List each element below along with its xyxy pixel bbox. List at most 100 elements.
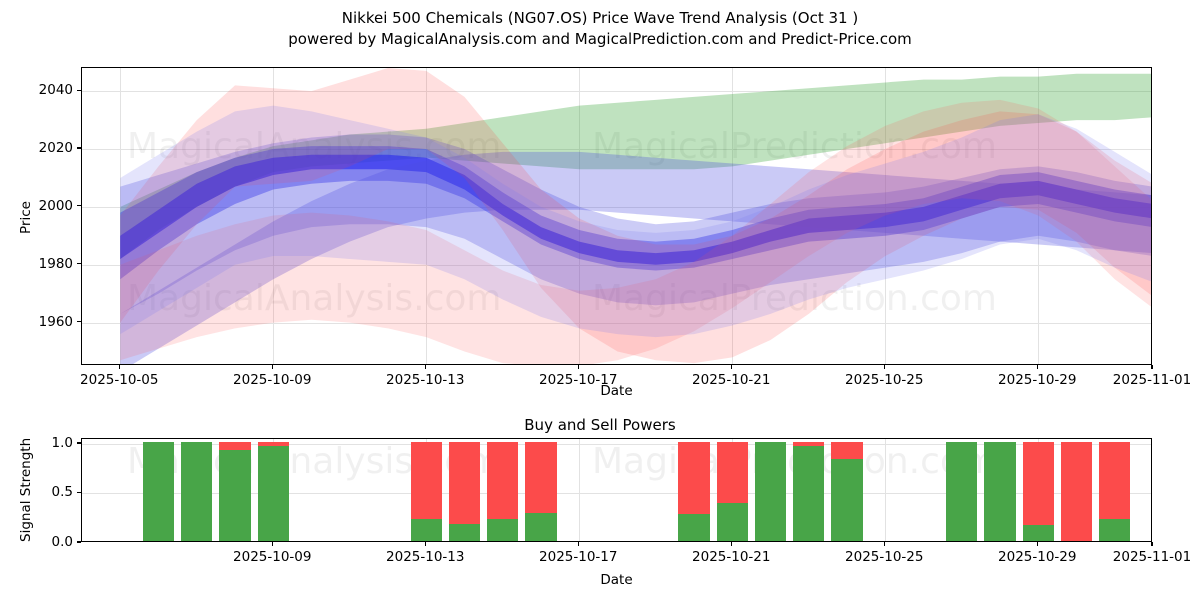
power-bar-buy-segment <box>716 503 748 541</box>
price-gridline-h <box>82 206 1151 208</box>
price-gridline-h <box>82 322 1151 324</box>
price-gridline-h <box>82 149 1151 150</box>
powers-y-tickmark <box>77 442 81 444</box>
powers-gridline-h <box>82 493 1151 495</box>
power-bar[interactable] <box>793 441 825 541</box>
powers-x-tick-label: 2025-10-13 <box>386 549 465 565</box>
chart-title-line-1: Nikkei 500 Chemicals (NG07.OS) Price Wav… <box>341 9 859 27</box>
price-x-tickmark <box>1036 365 1038 369</box>
powers-x-tick-label: 2025-10-21 <box>692 549 771 565</box>
price-y-tickmark <box>77 147 81 149</box>
power-bar[interactable] <box>946 441 978 541</box>
power-bar[interactable] <box>487 441 519 541</box>
power-bar-sell-segment <box>831 441 863 459</box>
power-bar-buy-segment <box>984 441 1016 541</box>
power-bar-sell-segment <box>410 441 442 520</box>
power-bar-buy-segment <box>257 445 289 541</box>
power-bar[interactable] <box>525 441 557 541</box>
price-y-tickmark <box>77 321 81 323</box>
powers-gridline-h <box>82 443 1151 445</box>
wave-band-pink-lower-right-wave <box>120 99 1151 364</box>
price-x-tickmark <box>271 365 273 369</box>
price-x-tickmark <box>424 365 426 369</box>
power-bar[interactable] <box>754 441 787 541</box>
price-y-tickmark <box>77 263 81 265</box>
power-bar-buy-segment <box>219 449 251 541</box>
price-x-tickmark <box>1151 365 1153 369</box>
price-y-axis-label: Price <box>18 201 34 234</box>
price-x-tick-label: 2025-10-25 <box>845 372 924 388</box>
powers-x-tickmark <box>271 542 273 546</box>
power-bar[interactable] <box>831 441 863 541</box>
powers-x-tick-label: 2025-10-09 <box>233 549 312 565</box>
powers-y-tick-label: 0.5 <box>51 484 73 501</box>
price-chart-plot-area: MagicalAnalysis.com MagicalPrediction.com… <box>81 67 1152 365</box>
power-bar-buy-segment <box>1022 525 1054 541</box>
power-bar[interactable] <box>716 441 748 541</box>
price-y-tickmark <box>77 89 81 91</box>
powers-gridline-v <box>885 439 887 541</box>
price-chart-canvas: MagicalAnalysis.com MagicalPrediction.com… <box>82 68 1151 364</box>
price-gridline-v <box>1038 68 1040 364</box>
power-bar-sell-segment <box>219 441 251 450</box>
powers-y-tick-label: 1.0 <box>51 434 73 451</box>
power-bar[interactable] <box>410 441 442 541</box>
powers-x-tickmark <box>577 542 579 546</box>
powers-x-tickmark <box>883 542 885 546</box>
powers-x-tick-label: 2025-10-25 <box>845 549 924 565</box>
power-bar-sell-segment <box>257 441 289 446</box>
price-wave-bands <box>120 68 1151 364</box>
power-bar-sell-segment <box>716 441 748 504</box>
power-bar-buy-segment <box>525 513 557 541</box>
power-bar[interactable] <box>1022 441 1054 541</box>
price-gridline-h <box>82 264 1151 266</box>
price-y-tick-label: 2000 <box>38 197 73 214</box>
power-bar-sell-segment <box>525 441 557 514</box>
price-x-axis-label: Date <box>600 383 633 399</box>
powers-x-tick-label: 2025-11-01 <box>1112 549 1192 565</box>
power-bar-sell-segment <box>678 441 710 515</box>
price-y-tick-label: 2020 <box>38 140 73 156</box>
power-bar-buy-segment <box>754 441 787 541</box>
power-bar-buy-segment <box>831 458 863 541</box>
power-bar-buy-segment <box>1099 519 1131 541</box>
powers-x-axis-label: Date <box>600 572 633 588</box>
wave-band-blue-diagonal-band-rising <box>120 151 1151 364</box>
powers-x-tickmark <box>424 542 426 546</box>
power-bar[interactable] <box>1099 441 1131 541</box>
power-bar[interactable] <box>257 441 289 541</box>
chart-title-line-2: powered by MagicalAnalysis.com and Magic… <box>288 30 912 48</box>
power-bar[interactable] <box>678 441 710 541</box>
power-bar[interactable] <box>181 441 213 541</box>
powers-y-tickmark <box>77 541 81 543</box>
price-x-tick-label: 2025-10-29 <box>998 372 1077 388</box>
powers-y-axis-label: Signal Strength <box>18 437 34 542</box>
power-bar[interactable] <box>142 441 175 541</box>
price-x-tickmark <box>883 365 885 369</box>
price-gridline-h <box>82 91 1151 93</box>
power-bar[interactable] <box>219 441 251 541</box>
powers-x-tickmark <box>730 542 732 546</box>
price-gridline-v <box>426 68 428 364</box>
price-gridline-v <box>120 68 122 364</box>
power-bar-sell-segment <box>1022 441 1054 526</box>
price-gridline-v <box>273 68 275 364</box>
powers-y-tickmark <box>77 491 81 494</box>
power-bar-buy-segment <box>487 519 519 541</box>
price-y-tick-label: 1980 <box>38 255 73 272</box>
wave-band-blue-mid-channel <box>120 146 1151 280</box>
power-bar[interactable] <box>984 441 1016 541</box>
power-bar-sell-segment <box>1099 441 1131 520</box>
price-x-tickmark <box>730 365 732 369</box>
power-bar-buy-segment <box>410 519 442 541</box>
power-bar[interactable] <box>1060 441 1093 541</box>
price-y-tickmark <box>77 205 81 207</box>
price-x-tick-label: 2025-10-21 <box>692 372 771 388</box>
power-bar[interactable] <box>448 441 481 541</box>
wave-band-blue-wide-channel <box>120 134 1151 314</box>
price-x-tick-label: 2025-10-17 <box>539 372 618 388</box>
powers-x-tickmark <box>1036 542 1038 546</box>
